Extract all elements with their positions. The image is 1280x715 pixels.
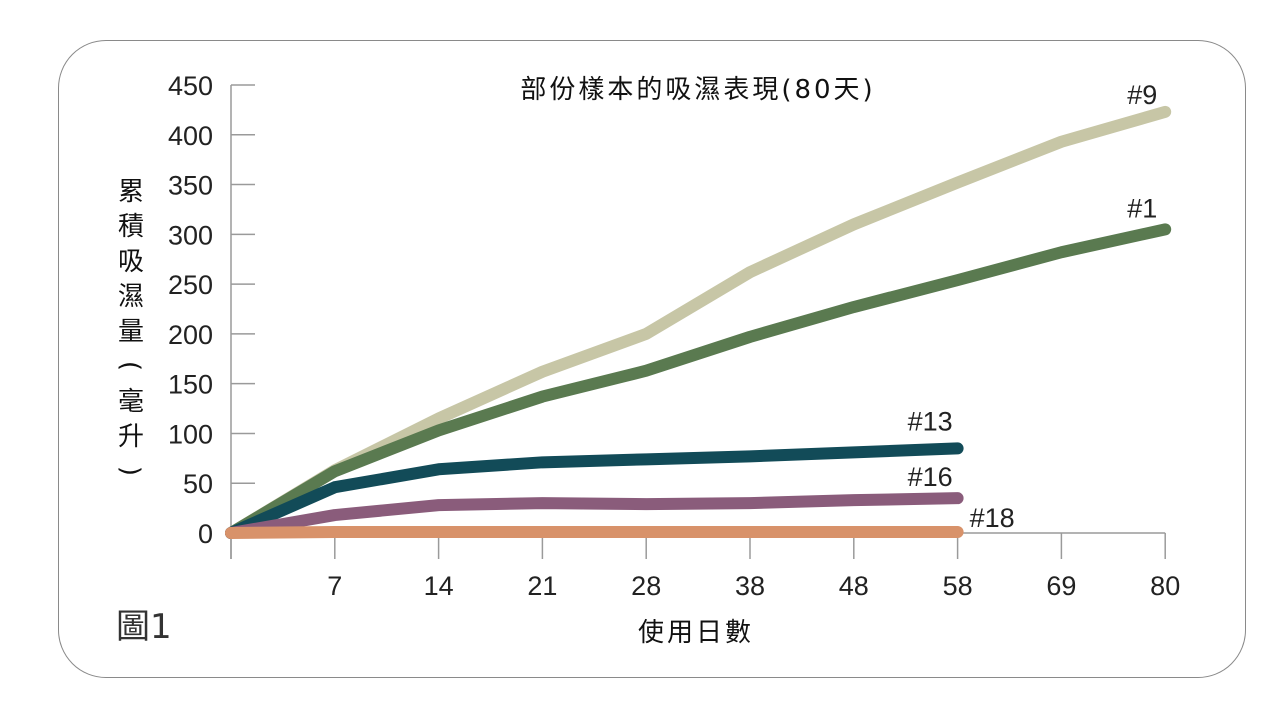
y-tick-label: 0 xyxy=(198,519,213,549)
y-tick-label: 300 xyxy=(168,220,213,250)
y-axis-title-char: 毫 xyxy=(118,387,144,417)
y-axis-title-char: ( xyxy=(115,361,145,371)
series-label-1: #1 xyxy=(1127,193,1157,223)
x-tick-label: 38 xyxy=(735,571,765,601)
series-line-16 xyxy=(225,492,964,539)
y-axis-title-char: 吸 xyxy=(118,247,144,277)
chart-title: 部份樣本的吸濕表現(80天) xyxy=(520,75,875,105)
y-tick-label: 150 xyxy=(168,370,213,400)
series-lines xyxy=(225,105,1172,539)
y-tick-label: 50 xyxy=(183,469,213,499)
y-axis-title-char: 量 xyxy=(118,317,144,347)
series-line-1 xyxy=(225,223,1172,539)
x-tick-label: 58 xyxy=(943,571,973,601)
x-axis-title: 使用日數 xyxy=(638,618,754,648)
y-axis-title-char: 濕 xyxy=(118,282,144,312)
series-label-9: #9 xyxy=(1127,80,1157,110)
y-tick-label: 250 xyxy=(168,270,213,300)
x-tick-label: 80 xyxy=(1150,571,1180,601)
y-axis: 0 50 100 150 200 250 300 350 400 450 xyxy=(168,71,255,559)
figure-label: 圖1 xyxy=(116,607,172,647)
x-tick-label: 21 xyxy=(527,571,557,601)
y-axis-title-char: 累 xyxy=(118,177,144,207)
x-tick-label: 48 xyxy=(839,571,869,601)
series-label-13: #13 xyxy=(908,406,953,436)
series-label-18: #18 xyxy=(970,503,1015,533)
series-line-18 xyxy=(225,526,964,539)
x-tick-label: 14 xyxy=(424,571,454,601)
series-label-16: #16 xyxy=(908,462,953,492)
chart-frame xyxy=(58,40,1246,678)
y-tick-label: 450 xyxy=(168,71,213,101)
y-axis-title-char: 積 xyxy=(118,212,144,242)
y-tick-label: 200 xyxy=(168,320,213,350)
x-tick-label: 7 xyxy=(327,571,342,601)
series-labels: #9 #1 #13 #16 #18 xyxy=(908,80,1158,533)
y-tick-label: 350 xyxy=(168,171,213,201)
y-axis-title-char: ) xyxy=(115,466,145,476)
y-tick-label: 400 xyxy=(168,121,213,151)
x-tick-label: 28 xyxy=(631,571,661,601)
series-line-9 xyxy=(225,105,1172,539)
y-axis-title-char: 升 xyxy=(118,422,144,452)
series-line-13 xyxy=(225,442,964,539)
y-tick-label: 100 xyxy=(168,419,213,449)
x-axis: 7 14 21 28 38 48 58 69 80 xyxy=(230,532,1180,601)
x-tick-label: 69 xyxy=(1046,571,1076,601)
